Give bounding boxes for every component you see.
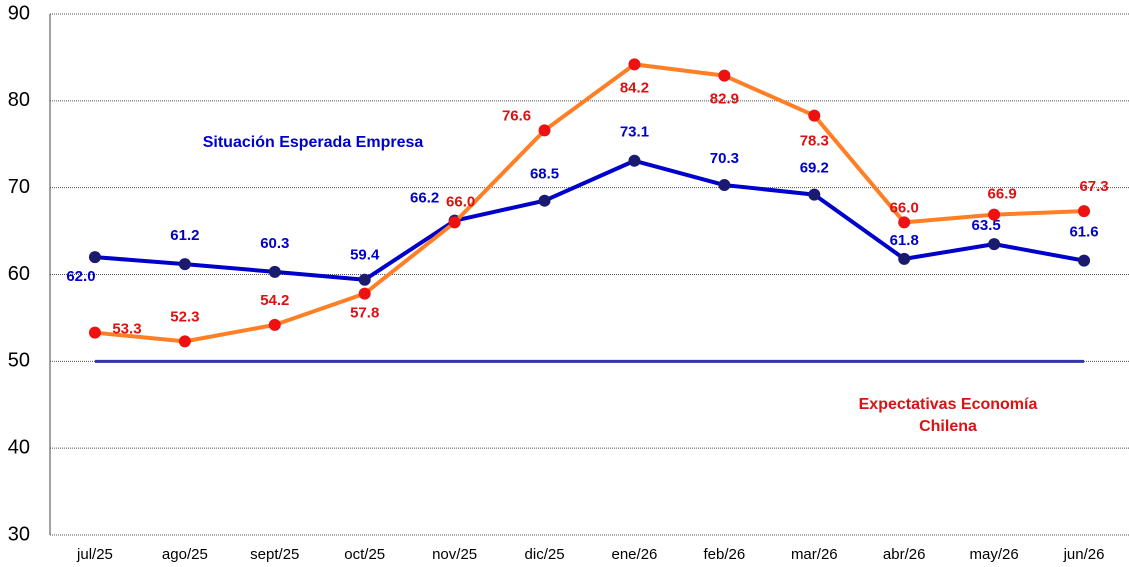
value-label: 67.3 <box>1079 178 1108 195</box>
marker <box>88 326 101 339</box>
value-label: 66.0 <box>890 199 919 216</box>
marker <box>988 238 1001 251</box>
x-tick-label: ago/25 <box>162 546 208 563</box>
marker <box>808 109 821 122</box>
series-annotation: Situación Esperada Empresa <box>203 134 424 151</box>
value-label: 73.1 <box>620 124 649 141</box>
marker <box>358 273 371 286</box>
marker <box>628 154 641 167</box>
marker <box>268 318 281 331</box>
x-tick-label: nov/25 <box>432 546 477 563</box>
y-tick-label: 50 <box>8 350 30 372</box>
x-tick-label: mar/26 <box>791 546 838 563</box>
x-tick-label: feb/26 <box>704 546 746 563</box>
value-label: 66.9 <box>988 186 1017 203</box>
marker <box>88 251 101 264</box>
marker <box>1078 254 1091 267</box>
y-tick-label: 80 <box>8 89 30 111</box>
marker <box>448 216 461 229</box>
value-label: 52.3 <box>170 308 199 325</box>
marker <box>628 58 641 71</box>
series-annotation: Expectativas Economía <box>859 396 1038 413</box>
value-label: 66.0 <box>446 193 475 210</box>
marker <box>718 69 731 82</box>
value-label: 57.8 <box>350 305 379 322</box>
value-label: 78.3 <box>800 133 829 150</box>
value-label: 60.3 <box>260 235 289 252</box>
value-label: 66.2 <box>410 190 439 207</box>
value-label: 82.9 <box>710 91 739 108</box>
y-tick-label: 60 <box>8 263 30 285</box>
series-line <box>94 62 1085 344</box>
marker <box>268 265 281 278</box>
series-line <box>94 158 1085 282</box>
value-label: 62.0 <box>66 268 95 285</box>
x-tick-label: abr/26 <box>883 546 926 563</box>
series-annotation: Chilena <box>919 418 977 435</box>
marker <box>898 252 911 265</box>
marker <box>808 188 821 201</box>
marker <box>1078 205 1091 218</box>
value-label: 59.4 <box>350 247 380 264</box>
y-tick-label: 30 <box>8 523 30 545</box>
value-label: 61.8 <box>890 232 919 249</box>
y-tick-label: 90 <box>8 2 30 24</box>
x-tick-label: jul/25 <box>76 546 113 563</box>
marker <box>178 258 191 271</box>
y-tick-label: 70 <box>8 176 30 198</box>
x-tick-label: dic/25 <box>525 546 565 563</box>
marker <box>178 335 191 348</box>
value-label: 61.6 <box>1069 224 1098 241</box>
value-label: 53.3 <box>112 321 141 338</box>
value-label: 70.3 <box>710 150 739 167</box>
value-label: 61.2 <box>170 227 199 244</box>
x-tick-label: oct/25 <box>344 546 385 563</box>
x-tick-label: jun/26 <box>1063 546 1105 563</box>
x-tick-label: ene/26 <box>612 546 658 563</box>
value-label: 69.2 <box>800 160 829 177</box>
marker <box>988 208 1001 221</box>
y-tick-label: 40 <box>8 436 30 458</box>
marker <box>358 287 371 300</box>
value-label: 68.5 <box>530 166 559 183</box>
marker <box>718 179 731 192</box>
value-label: 63.5 <box>972 217 1001 234</box>
value-label: 54.2 <box>260 292 289 309</box>
x-tick-label: sept/25 <box>250 546 299 563</box>
value-label: 84.2 <box>620 79 649 96</box>
value-label: 76.6 <box>502 107 531 124</box>
marker <box>898 216 911 229</box>
x-tick-label: may/26 <box>970 546 1019 563</box>
marker <box>538 194 551 207</box>
marker <box>538 124 551 137</box>
